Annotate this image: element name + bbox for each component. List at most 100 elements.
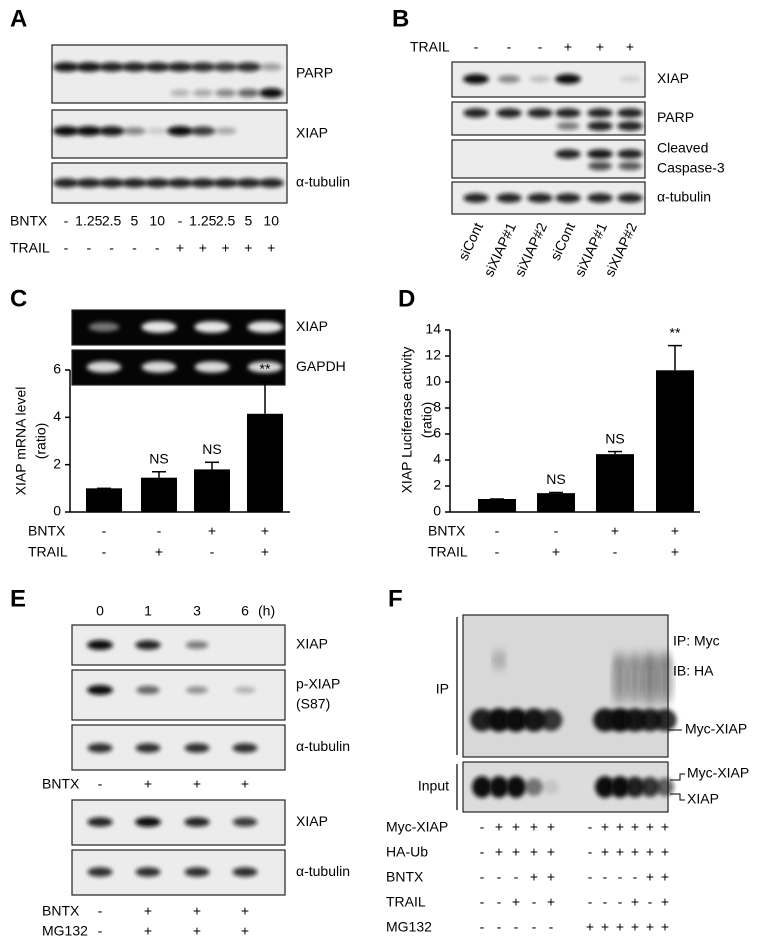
blot-band [595,776,615,798]
blot-band [232,743,258,753]
condition-sign: - [588,819,593,835]
condition-sign: + [530,869,538,885]
condition-sign: - [210,544,215,560]
blot-band [610,776,630,798]
condition-sign: + [241,903,249,919]
blot-band [212,178,239,188]
condition-sign: 5 [245,213,253,229]
condition-sign: - [480,894,485,910]
condition-sign: + [631,919,639,935]
bar [656,370,694,512]
condition-sign: 10 [263,213,279,229]
condition-sign: 2.5 [216,213,236,229]
blot-band [184,817,210,827]
bar [596,454,634,512]
condition-sign: - [507,39,512,55]
blot-band [215,89,236,97]
blot-band [87,867,113,877]
blot-band [194,361,230,373]
blot-label: α-tubulin [296,738,350,754]
blot-band [194,321,230,333]
blot-band [614,656,626,704]
condition-sign: - [474,39,479,55]
blot-image [51,162,288,204]
condition-sign: + [661,869,669,885]
ip-label: IP [436,681,449,697]
condition-sign: + [646,844,654,860]
blot-band [463,193,489,203]
condition-sign: - [86,240,91,256]
row-label: TRAIL [428,544,468,560]
condition-sign: + [564,39,572,55]
condition-sign: + [512,844,520,860]
blot-band [135,867,161,877]
blot-band [247,321,283,333]
blot-band [184,743,210,753]
blot-label: XIAP [296,318,328,334]
condition-sign: - [98,923,103,939]
condition-sign: + [261,544,269,560]
time-label: 1 [144,603,152,619]
blot-band [75,62,102,72]
blot-band [213,62,238,72]
y-tick-label: 14 [425,321,441,337]
condition-sign: + [144,923,152,939]
condition-sign: + [601,919,609,935]
blot-band [53,178,79,188]
condition-sign: - [102,523,107,539]
condition-sign: + [626,39,634,55]
blot-band [184,867,210,877]
condition-sign: - [648,894,653,910]
condition-sign: + [646,919,654,935]
note-bracket [670,793,685,801]
blot-label: PARP [657,109,694,125]
blot-band [463,74,489,84]
blot-band [587,161,613,171]
blot-band [527,108,553,118]
condition-sign: - [157,523,162,539]
blot-band [53,62,79,72]
blot-band [659,655,671,705]
row-label: Myc-XIAP [386,819,448,835]
condition-sign: - [98,776,103,792]
y-tick-label: 12 [425,347,441,363]
time-label: 3 [193,603,201,619]
blot-band [555,149,581,159]
condition-sign: + [241,923,249,939]
blot-band [185,641,209,649]
blot-band [192,89,213,97]
row-label: BNTX [42,776,80,792]
condition-sign: - [178,213,183,229]
blot-band [555,108,581,118]
bar [194,469,230,512]
blot-band [617,121,643,131]
condition-sign: - [618,894,623,910]
blot-band [53,126,79,136]
condition-sign: + [547,869,555,885]
blot-band [87,817,113,827]
blot-band [235,178,262,188]
blot-band [190,62,216,72]
condition-sign: - [497,894,502,910]
condition-sign: + [144,903,152,919]
significance-label: ** [260,361,271,377]
condition-sign: + [193,776,201,792]
blot-band [525,778,543,796]
blot-band [629,656,641,704]
time-unit: (h) [258,603,275,619]
blot-band [617,149,643,159]
blot-background [71,669,286,721]
condition-sign: + [631,894,639,910]
blot-label: Cleaved [657,140,708,156]
condition-sign: + [176,240,184,256]
significance-label: ** [670,324,681,340]
blot-band [472,776,492,798]
condition-sign: + [661,919,669,935]
blot-band [135,817,161,827]
y-tick-label: 10 [425,373,441,389]
row-label: MG132 [386,919,432,935]
blot-band [555,74,581,84]
condition-sign: 2.5 [102,213,122,229]
blot-band [237,88,260,98]
error-bar [549,491,563,494]
